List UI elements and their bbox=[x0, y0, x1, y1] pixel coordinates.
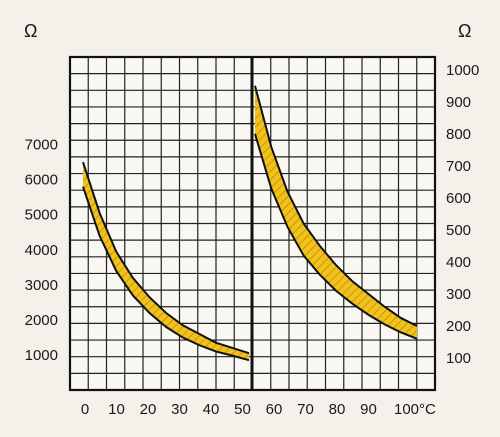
x-tick-label: 80 bbox=[329, 401, 346, 418]
tolerance-band bbox=[83, 162, 249, 361]
x-tick-label: 70 bbox=[297, 401, 314, 418]
x-tick-label: 30 bbox=[171, 401, 188, 418]
band-lower-line bbox=[254, 133, 418, 340]
label-layer: 1000200030004000500060007000Ω10020030040… bbox=[24, 21, 479, 418]
y-tick-label: 2000 bbox=[25, 312, 58, 329]
y-tick-label: 400 bbox=[446, 254, 471, 271]
y-tick-label: 800 bbox=[446, 126, 471, 143]
band-upper-line bbox=[82, 161, 250, 355]
band-layer bbox=[82, 85, 418, 362]
x-tick-label: 0 bbox=[81, 401, 89, 418]
x-tick-label: 100°C bbox=[394, 401, 436, 418]
y-unit-label: Ω bbox=[24, 21, 37, 41]
y-tick-label: 100 bbox=[446, 350, 471, 367]
y-tick-label: 200 bbox=[446, 318, 471, 335]
y-tick-label: 600 bbox=[446, 190, 471, 207]
y-tick-label: 7000 bbox=[25, 137, 58, 154]
band-lower-line bbox=[82, 186, 250, 362]
y-tick-label: 1000 bbox=[25, 347, 58, 364]
x-tick-label: 60 bbox=[266, 401, 283, 418]
y-tick-label: 1000 bbox=[446, 62, 479, 79]
x-tick-label: 10 bbox=[108, 401, 125, 418]
y-tick-label: 900 bbox=[446, 94, 471, 111]
y-tick-label: 700 bbox=[446, 158, 471, 175]
frame bbox=[68, 55, 437, 392]
y-tick-label: 300 bbox=[446, 286, 471, 303]
y-unit-label: Ω bbox=[458, 21, 471, 41]
y-tick-label: 6000 bbox=[25, 172, 58, 189]
y-tick-label: 5000 bbox=[25, 207, 58, 224]
y-tick-label: 500 bbox=[446, 222, 471, 239]
x-tick-label: 40 bbox=[203, 401, 220, 418]
band-upper-line bbox=[254, 85, 418, 327]
y-tick-label: 4000 bbox=[25, 242, 58, 259]
tolerance-band bbox=[255, 85, 417, 339]
y-tick-label: 3000 bbox=[25, 277, 58, 294]
x-tick-label: 90 bbox=[360, 401, 377, 418]
x-tick-label: 50 bbox=[234, 401, 251, 418]
x-tick-label: 20 bbox=[140, 401, 157, 418]
